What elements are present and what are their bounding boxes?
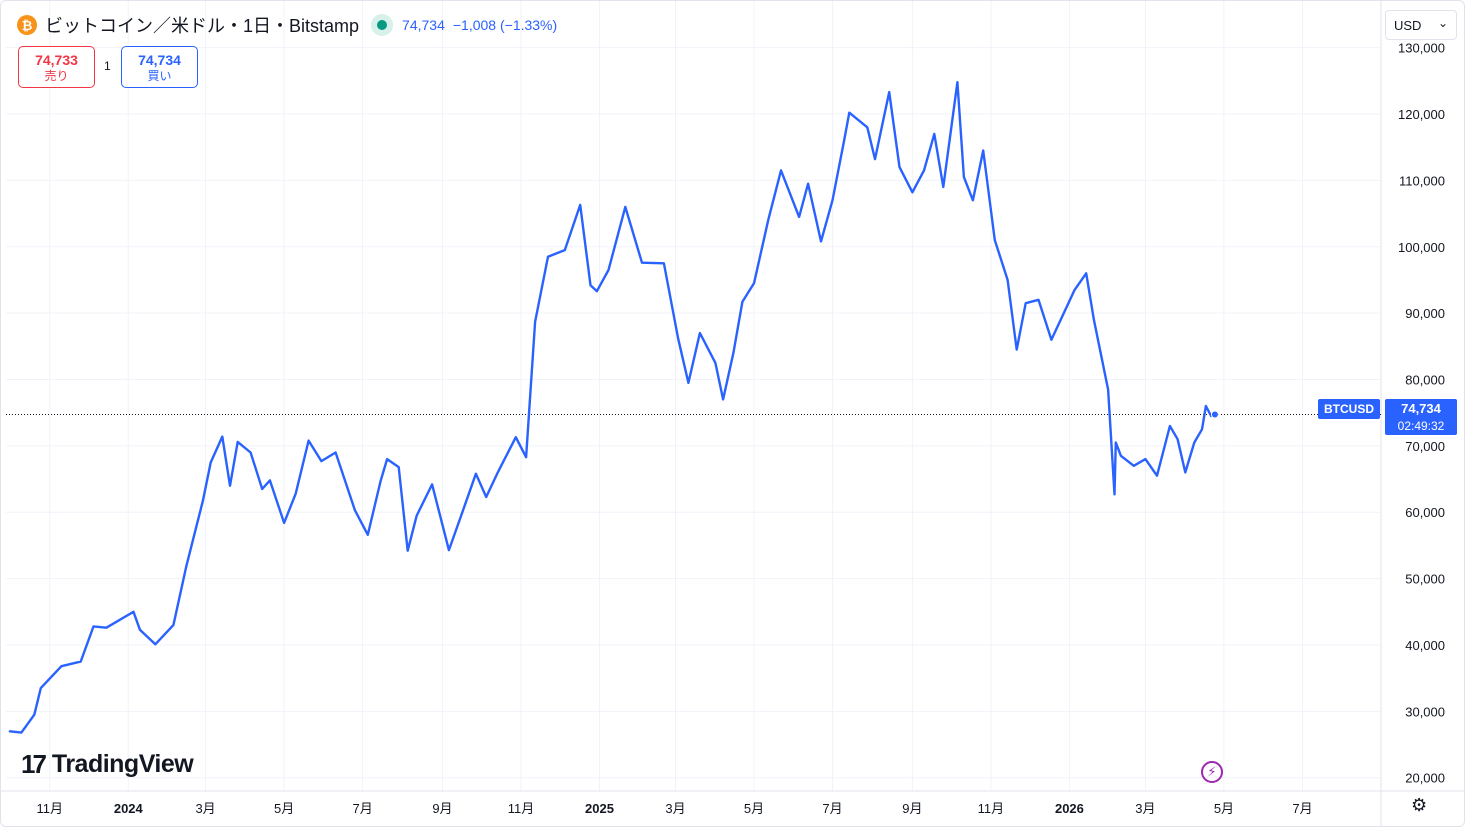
- buy-button[interactable]: 74,734 買い: [121, 46, 198, 88]
- y-tick-label: 20,000: [1405, 771, 1445, 786]
- x-tick-label: 2026: [1055, 801, 1084, 816]
- x-tick-label: 11月: [37, 801, 64, 816]
- x-tick-label: 9月: [902, 801, 922, 816]
- buy-price: 74,734: [138, 51, 181, 68]
- symbol-header: ₿ ビットコイン／米ドル・1日・Bitstamp 74,734 −1,008 (…: [17, 11, 557, 39]
- y-tick-label: 50,000: [1405, 572, 1445, 587]
- currency-select[interactable]: USD ⌄: [1385, 10, 1457, 40]
- spread-value: 1: [104, 59, 111, 73]
- x-tick-label: 5月: [274, 801, 294, 816]
- y-tick-label: 60,000: [1405, 505, 1445, 520]
- last-price: 74,734: [402, 17, 445, 33]
- buy-label: 買い: [147, 68, 172, 83]
- x-tick-label: 5月: [1214, 801, 1234, 816]
- last-price-marker: [1210, 410, 1219, 419]
- y-tick-label: 70,000: [1405, 439, 1445, 454]
- symbol-price-tag: BTCUSD: [1318, 399, 1380, 419]
- sell-button[interactable]: 74,733 売り: [18, 46, 95, 88]
- x-tick-label: 3月: [665, 801, 685, 816]
- bitcoin-icon: ₿: [17, 15, 37, 35]
- tradingview-logo[interactable]: 17 TradingView: [21, 749, 194, 780]
- x-tick-label: 7月: [822, 801, 842, 816]
- chevron-down-icon: ⌄: [1437, 16, 1448, 30]
- y-tick-label: 110,000: [1399, 173, 1445, 188]
- tradingview-wordmark: TradingView: [51, 750, 194, 778]
- current-price-tag: 74,734 02:49:32: [1385, 399, 1457, 435]
- y-tick-label: 90,000: [1405, 306, 1445, 321]
- price-series-line: [8, 80, 1217, 734]
- x-tick-label: 2024: [114, 801, 144, 816]
- x-tick-label: 7月: [1292, 801, 1312, 816]
- market-open-dot-icon[interactable]: [371, 14, 394, 36]
- y-tick-label: 30,000: [1405, 704, 1445, 719]
- y-tick-label: 80,000: [1405, 372, 1445, 387]
- x-tick-label: 3月: [1135, 801, 1155, 816]
- sell-label: 売り: [44, 68, 69, 83]
- sell-price: 74,733: [35, 51, 78, 68]
- y-tick-label: 100,000: [1398, 240, 1445, 255]
- current-price-value: 74,734: [1401, 401, 1441, 416]
- symbol-title[interactable]: ビットコイン／米ドル・1日・Bitstamp: [45, 16, 360, 36]
- y-tick-label: 120,000: [1398, 107, 1445, 122]
- lightning-icon[interactable]: ⚡: [1201, 761, 1223, 783]
- y-tick-label: 130,000: [1398, 41, 1445, 56]
- gear-icon[interactable]: ⚙: [1411, 795, 1428, 815]
- y-tick-label: 40,000: [1405, 638, 1445, 653]
- x-tick-label: 5月: [744, 801, 764, 816]
- tradingview-mark-icon: 17: [21, 749, 47, 779]
- currency-value: USD: [1394, 17, 1422, 33]
- x-tick-label: 9月: [432, 801, 452, 816]
- bar-countdown: 02:49:32: [1397, 419, 1445, 433]
- x-tick-label: 3月: [195, 801, 215, 816]
- price-change: −1,008 (−1.33%): [452, 17, 558, 33]
- x-tick-label: 11月: [508, 801, 535, 816]
- x-tick-label: 2025: [585, 801, 614, 816]
- x-tick-label: 7月: [353, 801, 373, 816]
- x-tick-label: 11月: [978, 801, 1005, 816]
